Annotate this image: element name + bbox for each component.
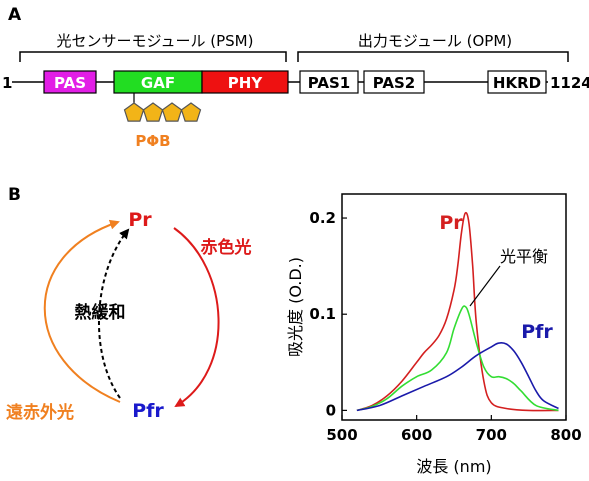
x-tick-label: 500 <box>326 426 357 444</box>
chromophore-pentagon <box>123 102 145 122</box>
domain-label: PAS1 <box>308 74 350 92</box>
domain-label: PAS <box>54 74 86 92</box>
domain-box <box>363 70 425 94</box>
psm-bracket <box>19 51 287 62</box>
photoequilibrium-label: 光平衡 <box>500 247 548 266</box>
panel-a-label: A <box>8 5 22 25</box>
chromophore-label: PΦB <box>135 132 170 150</box>
domain-box <box>201 70 289 94</box>
domain-box <box>487 70 547 94</box>
spectrum-curves <box>356 211 559 412</box>
domain-pas2: PAS2 <box>363 70 425 94</box>
end-residue: 1124 <box>550 74 589 92</box>
panel-b-label: B <box>8 185 21 205</box>
thermal-relaxation-label: 熱緩和 <box>75 302 126 323</box>
pfr-curve-label: Pfr <box>521 321 553 343</box>
domain-label: GAF <box>141 74 175 92</box>
opm-bracket <box>297 51 569 62</box>
domain-hkrd: HKRD <box>487 70 547 94</box>
far-red-light-arrow <box>43 219 121 403</box>
pr-curve-label: Pr <box>439 212 463 234</box>
opm-label: 出力モジュール (OPM) <box>358 32 512 50</box>
red-light-arrow <box>173 227 220 408</box>
chromophore-pentagons <box>123 102 202 122</box>
y-tick-label: 0.2 <box>309 209 336 227</box>
red-light-label: 赤色光 <box>201 237 252 258</box>
axis-ticks: 500 600 700 800 0 0.1 0.2 <box>309 209 581 444</box>
domain-pas1: PAS1 <box>299 70 359 94</box>
x-tick-label: 700 <box>476 426 507 444</box>
pfr-state-label: Pfr <box>132 400 164 422</box>
series-line-2 <box>356 342 559 412</box>
domain-pas: PAS <box>43 70 97 94</box>
domain-phy: PHY <box>201 70 289 94</box>
photoequilibrium-pointer <box>469 265 501 307</box>
series-line-0 <box>356 211 559 412</box>
x-tick-label: 600 <box>401 426 432 444</box>
plot-frame <box>341 193 567 421</box>
far-red-light-label: 遠赤外光 <box>6 402 74 423</box>
domain-gaf: GAF <box>113 70 203 94</box>
psm-label: 光センサーモジュール (PSM) <box>57 32 254 50</box>
domain-label: HKRD <box>493 74 541 92</box>
pr-state-label: Pr <box>128 209 152 231</box>
y-axis-label: 吸光度 (O.D.) <box>286 257 305 357</box>
chromophore-pentagon <box>161 102 183 122</box>
x-tick-label: 800 <box>550 426 581 444</box>
series-line-1 <box>356 305 559 412</box>
domain-box <box>43 70 97 94</box>
domain-box <box>299 70 359 94</box>
y-tick-label: 0 <box>326 401 336 419</box>
domain-label: PHY <box>228 74 264 92</box>
chromophore-pentagon <box>142 102 164 122</box>
x-axis-label: 波長 (nm) <box>416 457 491 476</box>
start-residue: 1 <box>2 74 12 92</box>
y-tick-label: 0.1 <box>309 305 336 323</box>
domain-label: PAS2 <box>373 74 415 92</box>
absorbance-chart: 500 600 700 800 0 0.1 0.2 波長 (nm) 吸光度 (O.D.) P… <box>286 193 582 476</box>
chromophore-pentagon <box>180 102 202 122</box>
